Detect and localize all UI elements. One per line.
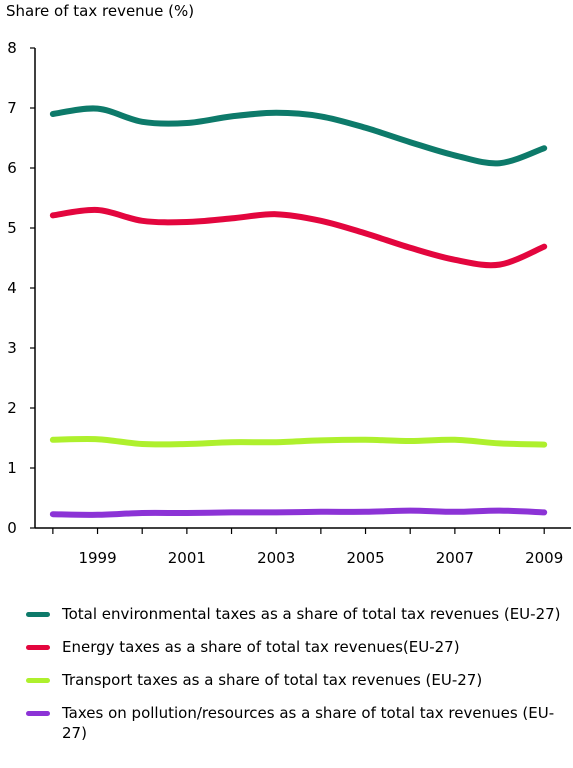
legend-swatch (26, 645, 50, 650)
series-line-2 (49, 206, 548, 269)
legend-swatch (26, 612, 50, 617)
series-layer (49, 105, 548, 518)
legend-label: Taxes on pollution/resources as a share … (62, 704, 555, 742)
x-tick-label: 1999 (78, 549, 116, 567)
x-tick-label: 2005 (346, 549, 384, 567)
y-tick-label: 0 (7, 519, 17, 537)
legend-item: Taxes on pollution/resources as a share … (26, 703, 566, 743)
legend-item: Transport taxes as a share of total tax … (26, 670, 566, 690)
x-tick-label: 2009 (525, 549, 563, 567)
x-tick-label: 2007 (436, 549, 474, 567)
series-line-4 (49, 507, 548, 518)
legend-label: Energy taxes as a share of total tax rev… (62, 638, 460, 656)
y-tick-label: 1 (7, 459, 17, 477)
x-tick-label: 2003 (257, 549, 295, 567)
y-tick-label: 6 (7, 159, 17, 177)
series-line-3 (49, 435, 548, 448)
y-tick-label: 4 (7, 279, 17, 297)
x-tick-label: 2001 (168, 549, 206, 567)
axes: 0 1 2 3 4 5 6 7 8 1999 2001 2003 2005 2007 2009 (7, 39, 571, 567)
y-tick-label: 3 (7, 339, 17, 357)
legend-label: Total environmental taxes as a share of … (62, 605, 561, 623)
y-tick-label: 7 (7, 99, 17, 117)
y-tick-label: 5 (7, 219, 17, 237)
legend-label: Transport taxes as a share of total tax … (62, 671, 483, 689)
legend-swatch (26, 711, 50, 716)
legend-item: Energy taxes as a share of total tax rev… (26, 637, 566, 657)
series-line-1 (49, 105, 548, 167)
legend-item: Total environmental taxes as a share of … (26, 604, 566, 624)
legend: Total environmental taxes as a share of … (26, 604, 566, 756)
line-chart: 0 1 2 3 4 5 6 7 8 1999 2001 2003 2005 2007 2009 (7, 39, 571, 567)
legend-swatch (26, 678, 50, 683)
y-tick-label: 8 (7, 39, 17, 57)
y-tick-label: 2 (7, 399, 17, 417)
y-axis-title: Share of tax revenue (%) (6, 2, 195, 20)
